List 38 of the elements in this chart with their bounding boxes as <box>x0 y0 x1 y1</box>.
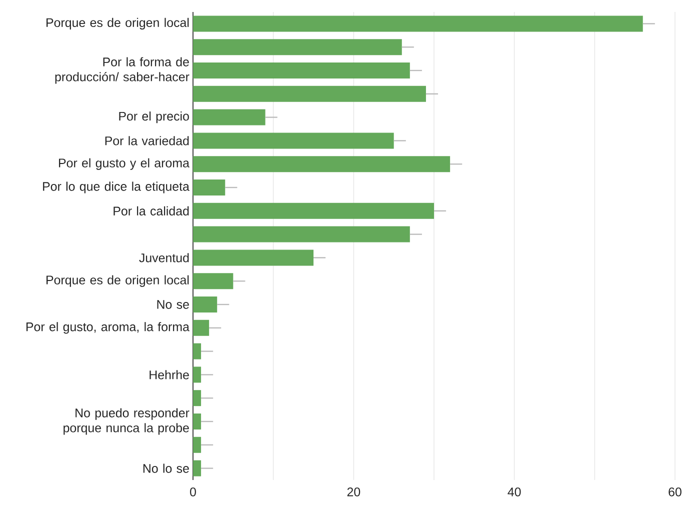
bar <box>193 179 226 196</box>
bar <box>193 226 410 242</box>
bar <box>193 86 426 102</box>
x-tick-label: 20 <box>347 488 360 496</box>
bar <box>193 202 434 219</box>
y-tick-label: Por la variedad <box>105 136 189 146</box>
bar <box>193 39 402 56</box>
y-tick-label: Porque es de origen local <box>46 18 189 30</box>
bar <box>193 250 314 266</box>
y-tick-label: Por el gusto y el aroma <box>58 158 190 170</box>
bar <box>193 366 202 383</box>
y-tick-label: Por lo que dice la etiqueta <box>43 182 190 194</box>
y-tick-label: No puedo responder porque nunca la probe <box>64 408 190 435</box>
x-tick-label: 0 <box>190 488 196 496</box>
y-tick-label: Juventud <box>139 253 189 262</box>
bar <box>193 320 210 336</box>
y-tick-label: Hehrhe <box>150 370 189 380</box>
bar <box>193 109 266 126</box>
bar <box>193 273 234 290</box>
bar <box>193 390 202 406</box>
y-tick-label: Porque es de origen local <box>46 275 189 287</box>
bar <box>193 460 202 476</box>
y-tick-label: No lo se <box>143 464 189 473</box>
bar <box>193 436 202 453</box>
bar <box>193 16 643 32</box>
y-tick-label: Por la calidad <box>114 206 189 216</box>
x-tick-label: 40 <box>508 488 521 496</box>
y-tick-label: No se <box>157 300 189 309</box>
y-tick-label: Por el precio <box>119 111 189 124</box>
bar <box>193 296 218 312</box>
bar <box>193 132 394 149</box>
y-tick-label: Por la forma de producción/ saber-hacer <box>55 57 190 84</box>
y-tick-label: Por el gusto, aroma, la forma <box>26 322 190 334</box>
bar <box>193 62 410 78</box>
x-tick-label: 60 <box>668 488 682 496</box>
bar <box>193 413 202 430</box>
bar <box>193 156 450 172</box>
bar <box>193 343 202 360</box>
